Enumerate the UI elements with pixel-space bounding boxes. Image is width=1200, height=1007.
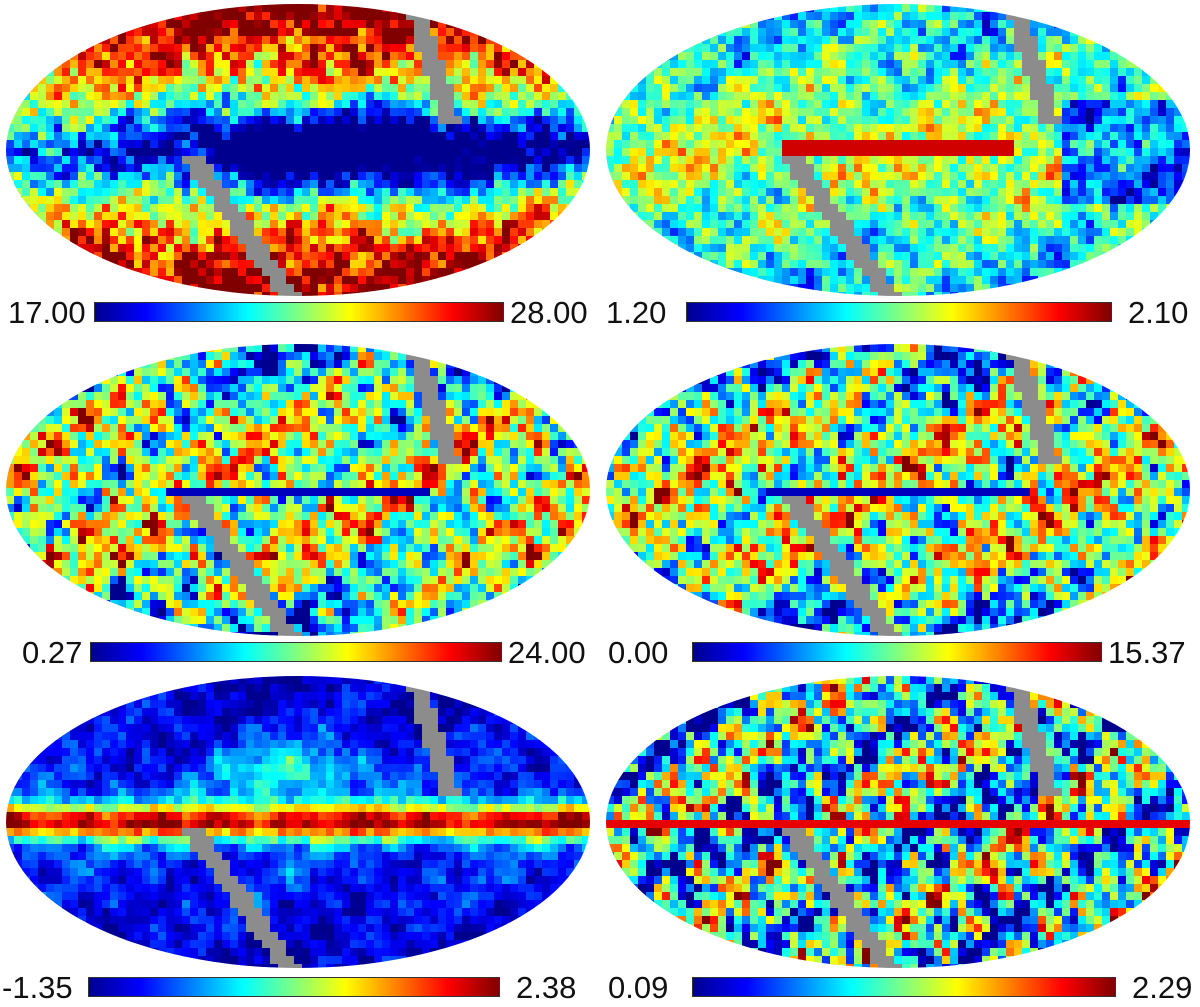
mollweide-sky-map (0, 340, 600, 640)
colorbar-min-label: 17.00 (8, 297, 86, 328)
mollweide-sky-map (600, 340, 1200, 640)
colorbar-min-label: -1.35 (2, 972, 73, 1003)
map-pixels (606, 676, 1191, 972)
colorbar (94, 302, 504, 322)
mollweide-sky-map (600, 0, 1200, 300)
map-pixels (6, 344, 591, 640)
map-pixels (606, 344, 1191, 640)
mollweide-sky-map (0, 672, 600, 972)
colorbar-min-label: 1.20 (606, 297, 666, 328)
mollweide-sky-map (0, 0, 600, 300)
colorbar-max-label: 2.29 (1132, 972, 1192, 1003)
colorbar (692, 977, 1116, 997)
colorbar (692, 642, 1102, 662)
map-pixels (606, 4, 1191, 300)
colorbar (90, 642, 502, 662)
colorbar-max-label: 15.37 (1108, 637, 1186, 668)
map-panel-middle-left: 0.27 24.00 (0, 340, 600, 675)
map-panel-bottom-left: -1.35 2.38 (0, 672, 600, 1007)
map-pixels (6, 676, 591, 972)
map-panel-bottom-right: 0.09 2.29 (600, 672, 1200, 1007)
colorbar (686, 302, 1112, 322)
colorbar-min-label: 0.09 (608, 972, 668, 1003)
mollweide-sky-map (600, 672, 1200, 972)
colorbar-max-label: 2.10 (1128, 297, 1188, 328)
map-panel-top-right: 1.20 2.10 (600, 0, 1200, 335)
colorbar-min-label: 0.27 (22, 637, 82, 668)
colorbar-min-label: 0.00 (608, 637, 668, 668)
colorbar-max-label: 2.38 (516, 972, 576, 1003)
map-panel-middle-right: 0.00 15.37 (600, 340, 1200, 675)
colorbar-max-label: 28.00 (510, 297, 588, 328)
map-panel-top-left: 17.00 28.00 (0, 0, 600, 335)
map-pixels (6, 4, 591, 300)
colorbar-max-label: 24.00 (508, 637, 586, 668)
colorbar (88, 977, 500, 997)
